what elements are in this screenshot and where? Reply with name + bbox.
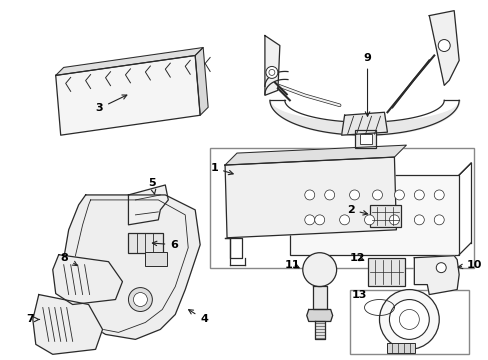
Text: 7: 7 — [26, 314, 39, 324]
Polygon shape — [413, 256, 458, 294]
Bar — [289, 175, 458, 255]
Text: 1: 1 — [210, 163, 233, 175]
Circle shape — [413, 190, 424, 200]
Polygon shape — [306, 310, 332, 321]
Bar — [354, 130, 376, 148]
Bar — [128, 233, 163, 253]
Text: 8: 8 — [61, 253, 77, 266]
Circle shape — [268, 69, 274, 75]
Bar — [367, 258, 405, 285]
Text: 12: 12 — [349, 253, 365, 263]
Polygon shape — [128, 185, 168, 225]
Circle shape — [433, 190, 443, 200]
Text: 13: 13 — [351, 289, 366, 300]
Bar — [359, 134, 371, 144]
Polygon shape — [53, 255, 122, 305]
Bar — [386, 343, 414, 353]
Circle shape — [302, 253, 336, 287]
Circle shape — [128, 288, 152, 311]
Polygon shape — [312, 285, 326, 310]
Polygon shape — [428, 11, 458, 85]
Circle shape — [339, 215, 349, 225]
Circle shape — [437, 40, 449, 51]
Polygon shape — [56, 48, 203, 75]
Polygon shape — [62, 195, 200, 339]
Circle shape — [349, 190, 359, 200]
Circle shape — [364, 215, 374, 225]
Bar — [145, 252, 167, 266]
Circle shape — [413, 215, 424, 225]
Circle shape — [379, 289, 438, 349]
Polygon shape — [33, 294, 102, 354]
Polygon shape — [314, 321, 324, 339]
Circle shape — [304, 215, 314, 225]
Text: 11: 11 — [285, 260, 300, 270]
Circle shape — [394, 190, 404, 200]
Polygon shape — [56, 55, 200, 135]
Circle shape — [133, 293, 147, 306]
Circle shape — [304, 190, 314, 200]
Circle shape — [399, 310, 419, 329]
Polygon shape — [195, 48, 208, 115]
Text: 2: 2 — [346, 205, 367, 215]
Text: 3: 3 — [95, 95, 126, 113]
Circle shape — [435, 263, 446, 273]
Polygon shape — [341, 112, 386, 135]
Circle shape — [314, 215, 324, 225]
Circle shape — [324, 190, 334, 200]
Text: 5: 5 — [148, 178, 156, 194]
Polygon shape — [224, 145, 406, 165]
Polygon shape — [224, 157, 396, 238]
Text: 4: 4 — [188, 310, 207, 324]
Bar — [349, 289, 468, 354]
Bar — [369, 205, 401, 227]
Polygon shape — [264, 36, 279, 95]
Circle shape — [433, 215, 443, 225]
Circle shape — [265, 67, 277, 78]
Circle shape — [372, 190, 382, 200]
Circle shape — [388, 300, 428, 339]
Bar — [210, 148, 473, 268]
Text: 9: 9 — [363, 54, 371, 116]
Text: 6: 6 — [152, 240, 178, 250]
Circle shape — [388, 215, 399, 225]
Text: 10: 10 — [457, 260, 482, 270]
